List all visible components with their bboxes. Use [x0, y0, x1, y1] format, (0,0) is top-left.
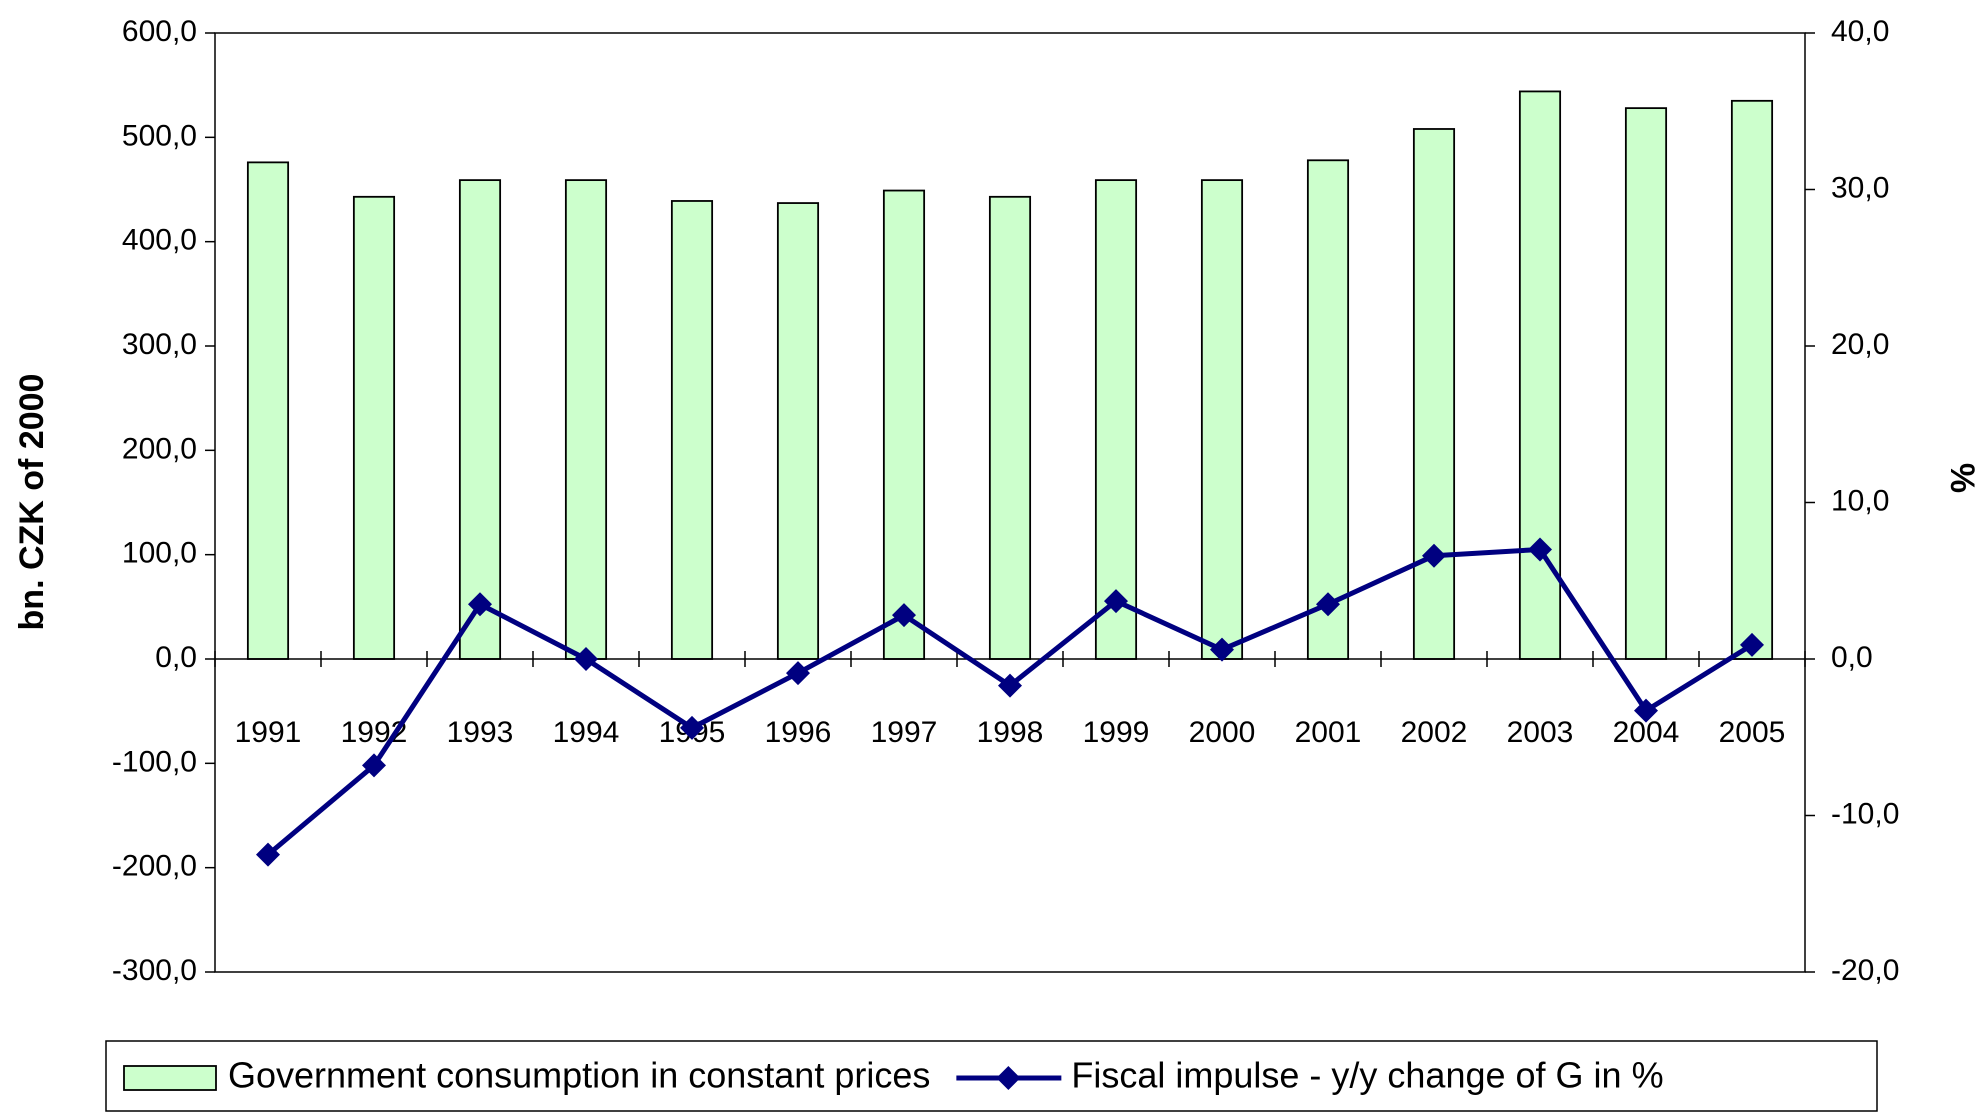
marker [1316, 592, 1340, 617]
y2-tick-label: 20,0 [1831, 328, 1889, 361]
bar [564, 179, 608, 660]
bar [352, 195, 396, 660]
marker [998, 673, 1022, 698]
bar [988, 195, 1032, 660]
marker [1210, 637, 1234, 662]
plot-area [214, 32, 1806, 973]
y-tick-label: 100,0 [122, 537, 197, 570]
y2-tick-label: -20,0 [1831, 954, 1899, 987]
legend-swatch [123, 1065, 217, 1091]
marker [1634, 698, 1658, 723]
x-tick-label: 1997 [871, 716, 938, 749]
marker [892, 603, 916, 628]
x-tick-label: 1996 [765, 716, 832, 749]
bar [1518, 90, 1562, 660]
y-axis-title: bn. CZK of 2000 [13, 374, 51, 631]
marker [786, 661, 810, 686]
y-tick-label: 600,0 [122, 15, 197, 48]
bar [1412, 128, 1456, 660]
y-tick-label: -100,0 [112, 745, 197, 778]
marker [1422, 543, 1446, 568]
marker [256, 842, 280, 867]
x-tick-label: 2003 [1507, 716, 1574, 749]
x-tick-label: 1993 [447, 716, 514, 749]
marker [574, 647, 598, 671]
marker [680, 715, 704, 740]
bar [458, 179, 502, 660]
x-tick-label: 1998 [977, 716, 1044, 749]
marker [1528, 537, 1552, 562]
bar [1624, 107, 1668, 660]
legend-label: Fiscal impulse - y/y change of G in % [1071, 1055, 1663, 1096]
x-tick-label: 1994 [553, 716, 620, 749]
y2-tick-label: 10,0 [1831, 484, 1889, 517]
bar [776, 202, 820, 660]
x-tick-label: 1999 [1083, 716, 1150, 749]
bar [1306, 159, 1350, 660]
bar [246, 161, 290, 660]
y-tick-label: -200,0 [112, 850, 197, 883]
x-tick-label: 2000 [1189, 716, 1256, 749]
y-tick-label: 300,0 [122, 328, 197, 361]
bar [670, 200, 714, 660]
x-tick-label: 2002 [1401, 716, 1468, 749]
bar [1094, 179, 1138, 660]
legend-marker [996, 1066, 1021, 1090]
y-tick-label: 500,0 [122, 119, 197, 152]
marker [1104, 589, 1128, 614]
y-tick-label: 400,0 [122, 224, 197, 257]
y-tick-label: 200,0 [122, 432, 197, 465]
x-tick-label: 2001 [1295, 716, 1362, 749]
marker [1740, 632, 1764, 657]
bar [1730, 99, 1774, 660]
y2-tick-label: 40,0 [1831, 15, 1889, 48]
y-tick-label: 0,0 [155, 641, 197, 674]
y2-tick-label: -10,0 [1831, 797, 1899, 830]
y2-axis-title: % [1943, 463, 1981, 493]
y2-tick-label: 30,0 [1831, 171, 1889, 204]
marker [468, 592, 492, 617]
x-tick-label: 2005 [1719, 716, 1786, 749]
marker [362, 753, 386, 778]
bar [882, 189, 926, 660]
y-tick-label: -300,0 [112, 954, 197, 987]
y2-tick-label: 0,0 [1831, 641, 1873, 674]
legend-label: Government consumption in constant price… [228, 1055, 930, 1096]
x-tick-label: 1991 [235, 716, 302, 749]
bar [1200, 179, 1244, 660]
